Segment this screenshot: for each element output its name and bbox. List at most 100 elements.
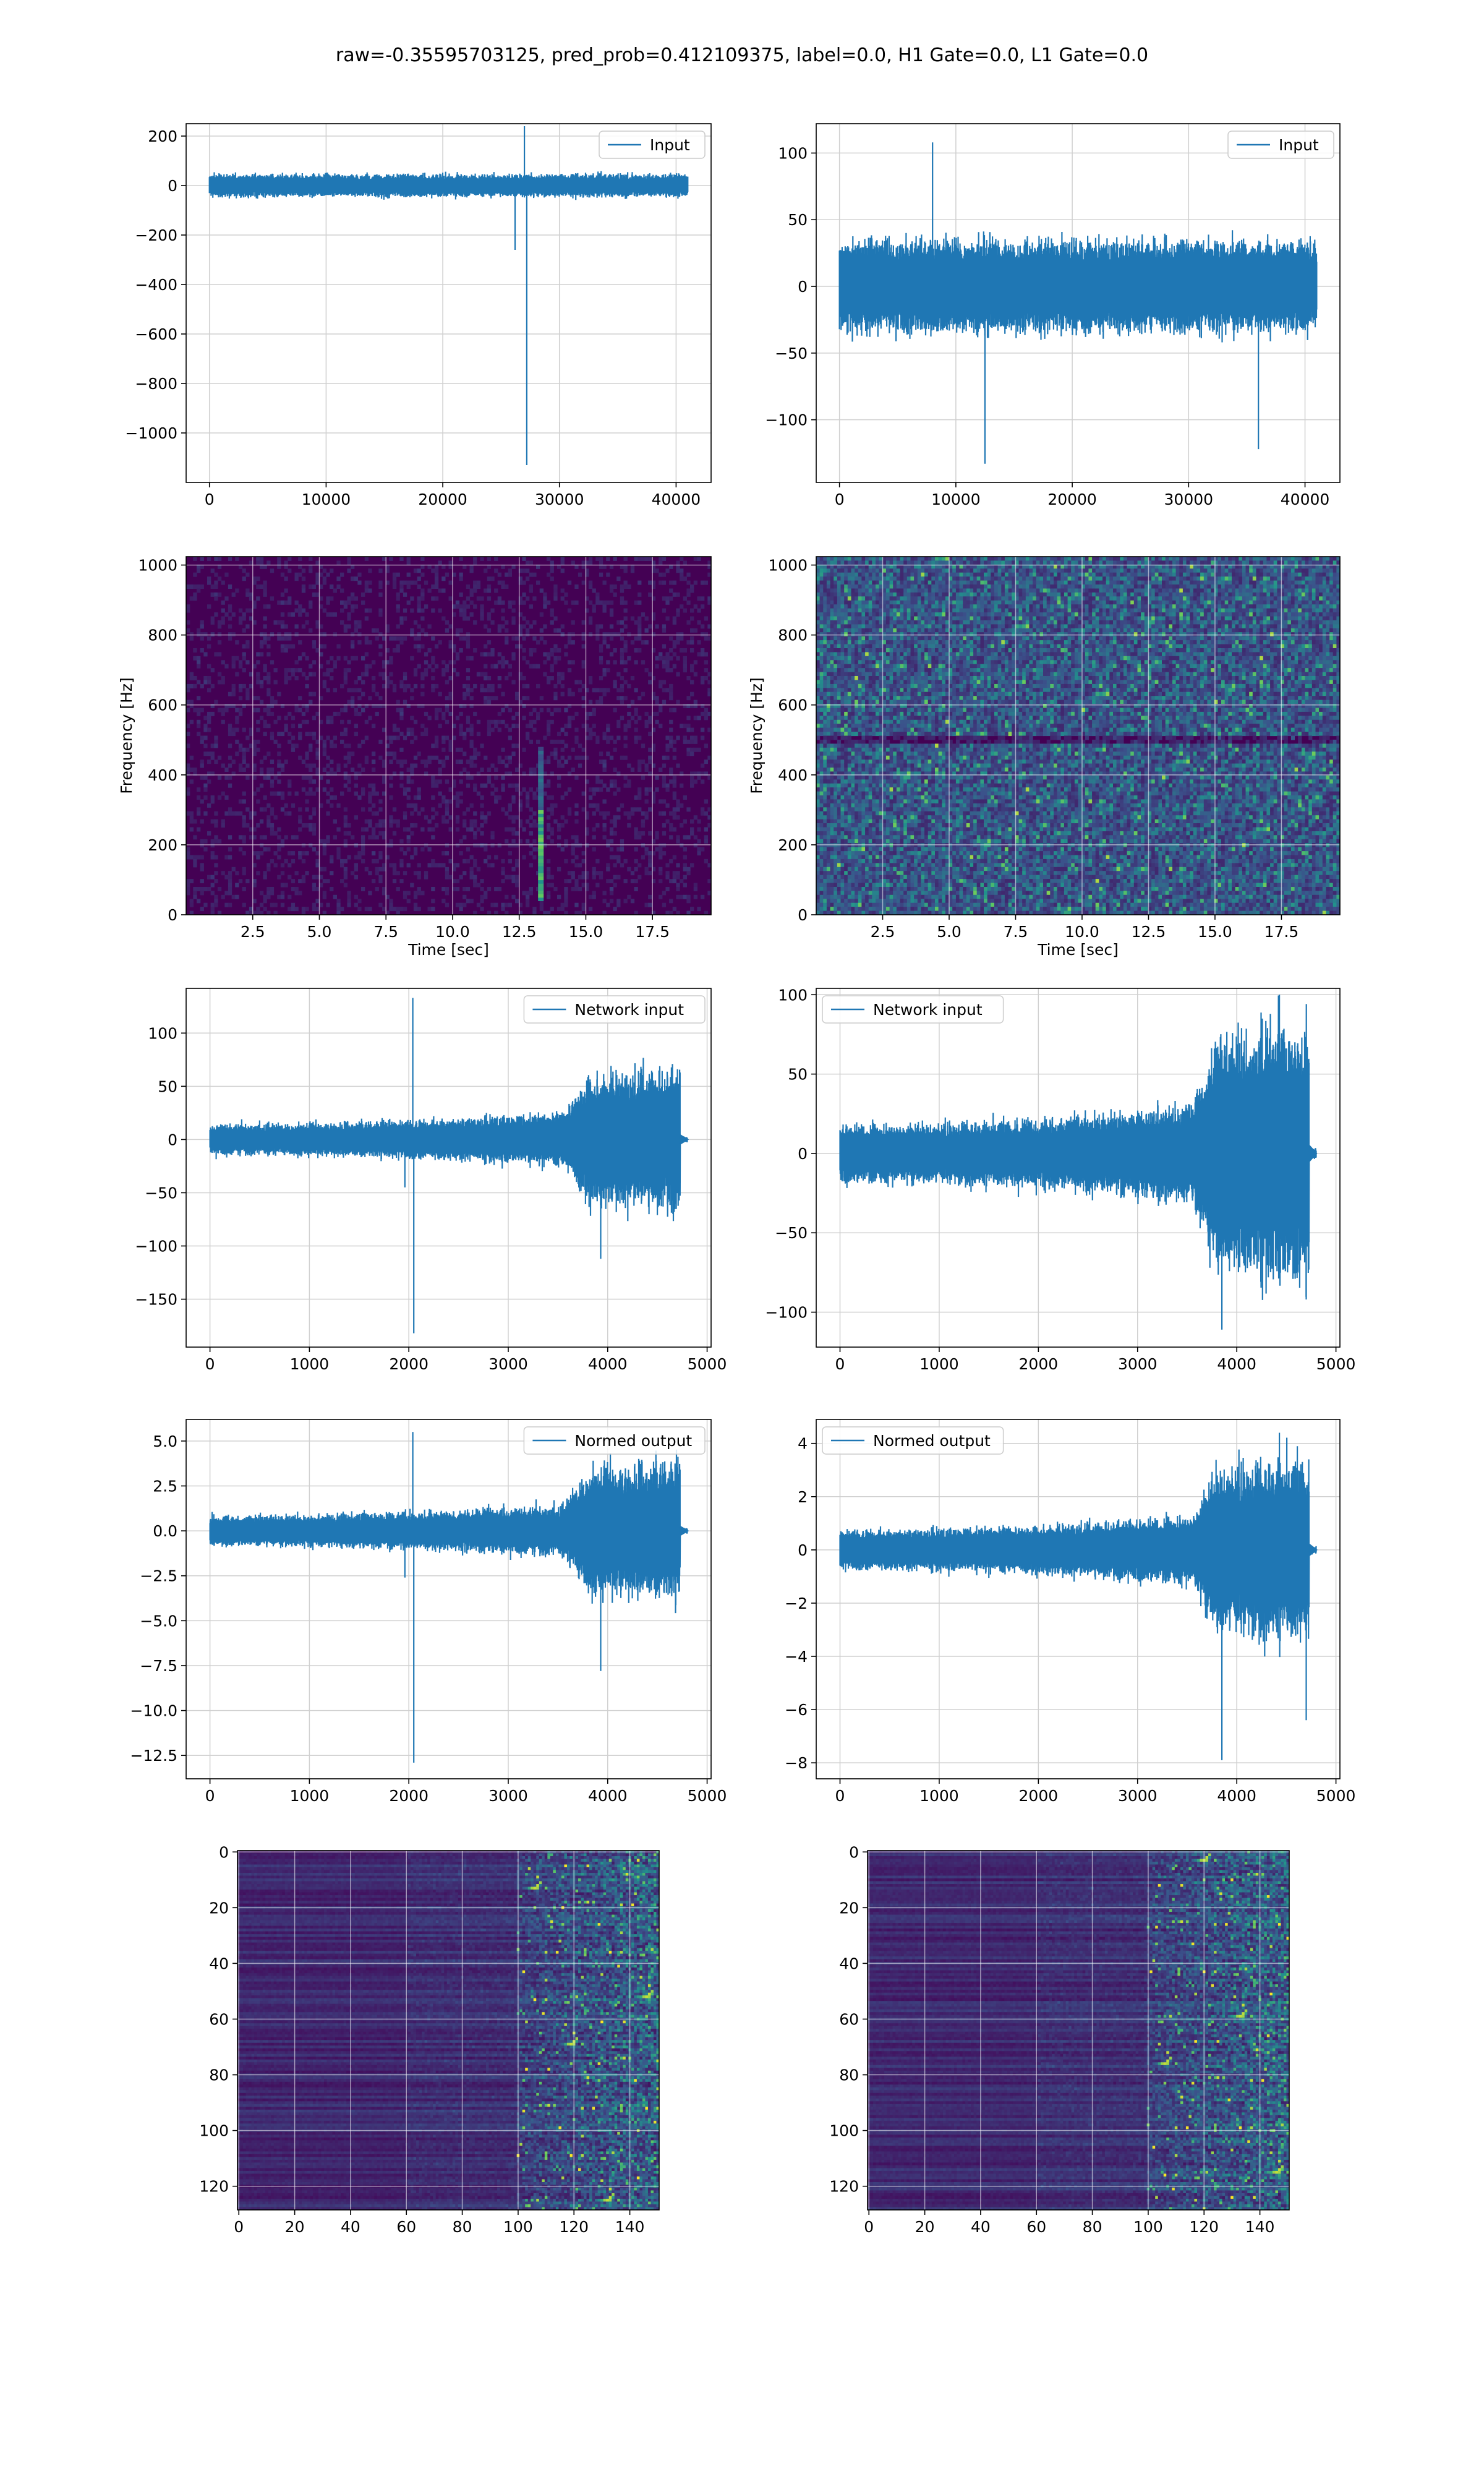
spectrogram-burst [538,841,544,845]
legend-box [1227,131,1334,159]
series-line [838,142,1318,464]
y-tick-label: 800 [778,627,808,644]
panel-h1-feature-map: 0 20 40 60 80 100 120 140 0 20 40 60 80 100 120 [199,1843,660,2236]
series-tail [1307,1543,1318,1557]
spectrogram-burst [538,782,544,786]
y-tick-label: 0 [798,1541,808,1559]
series-tail [1307,1144,1318,1163]
y-tick-label: 0.0 [153,1522,177,1540]
spectrogram-burst [538,824,544,828]
legend: Normed output [523,1426,706,1455]
y-tick-label: 0 [849,1843,859,1861]
x-tick-label: 40 [971,2218,991,2236]
spectrogram-burst [538,774,544,779]
y-axis-label: Frequency [Hz] [748,677,765,794]
y-tick-label: 2.5 [153,1477,177,1495]
spectrogram-burst [538,810,544,814]
legend-label: Normed output [873,1432,991,1450]
y-tick-label: −100 [765,1304,808,1322]
y-tick-label: −12.5 [130,1747,177,1765]
spectrogram-burst [538,795,544,800]
x-tick-label: 0 [234,2218,244,2236]
x-tick-label: 2000 [1019,1787,1059,1805]
y-tick-label: 200 [148,836,177,854]
y-tick-label: 80 [839,2066,859,2084]
y-tick-label: 0 [798,1145,808,1163]
x-tick-label: 40 [341,2218,360,2236]
x-tick-label: 4000 [588,1355,628,1373]
spectrogram-burst [538,816,544,821]
y-tick-label: −8 [785,1754,808,1772]
spectrogram-burst [538,771,544,776]
legend: Normed output [822,1426,1004,1455]
axes-frame [867,1850,1290,2211]
y-tick-label: 2 [798,1488,808,1506]
y-tick-label: 100 [829,2122,859,2140]
axes-frame [816,123,1341,483]
y-tick-label: 60 [209,2010,229,2028]
x-tick-label: 2000 [1019,1355,1059,1373]
x-tick-label: 0 [835,1787,845,1805]
x-tick-label: 7.5 [373,923,398,941]
x-tick-label: 12.5 [1132,923,1166,941]
axes-frame [816,556,1341,915]
y-tick-label: −150 [135,1291,177,1309]
y-tick-label: 600 [778,696,808,714]
x-tick-label: 10.0 [1065,923,1099,941]
x-tick-label: 1000 [919,1787,959,1805]
spectrogram-burst [538,789,544,793]
x-tick-label: 12.5 [502,923,537,941]
x-tick-label: 17.5 [1264,923,1299,941]
series-line [209,1432,688,1763]
y-tick-label: 0 [798,906,808,924]
y-tick-label: −200 [135,226,177,244]
x-tick-label: 140 [615,2218,645,2236]
x-tick-label: 5.0 [307,923,332,941]
y-tick-label: −50 [775,345,808,362]
panel-h1-spectrogram: 2.5 5.0 7.5 10.0 12.5 15.0 17.5 0 200 400 600 800 10… [117,556,712,959]
x-tick-label: 3000 [1118,1787,1158,1805]
y-tick-label: 120 [829,2178,859,2196]
legend-label: Network input [873,1001,983,1019]
x-tick-label: 40000 [1281,490,1330,508]
x-tick-label: 120 [559,2218,589,2236]
figure-title: raw=-0.35595703125, pred_prob=0.41210937… [0,45,1484,66]
legend-label: Network input [574,1001,684,1019]
y-tick-label: 600 [148,696,177,714]
spectrogram-burst [538,837,544,842]
spectrogram-burst [538,897,544,901]
y-tick-label: −50 [775,1224,808,1242]
x-axis-label: Time [sec] [1037,941,1119,959]
spectrogram-burst [538,876,544,881]
x-tick-label: 5000 [688,1787,727,1805]
x-tick-label: 3000 [488,1355,528,1373]
x-tick-label: 1000 [290,1787,330,1805]
y-tick-label: 50 [788,211,808,229]
x-axis-label: Time [sec] [407,941,489,959]
y-tick-label: 400 [778,766,808,784]
x-tick-label: 1000 [290,1355,330,1373]
spectrogram-burst [538,820,544,824]
x-tick-label: 60 [1026,2218,1046,2236]
spectrogram-burst [538,827,544,831]
series-tail [678,1134,689,1145]
x-tick-label: 140 [1245,2218,1275,2236]
x-tick-label: 17.5 [635,923,670,941]
spectrogram-burst [538,778,544,782]
y-tick-label: 100 [778,144,808,162]
heatmap-cells [816,557,1340,915]
x-tick-label: 15.0 [1198,923,1232,941]
x-tick-label: 30000 [535,490,584,508]
spectrogram-burst [538,806,544,810]
spectrogram-burst [538,844,544,849]
y-tick-label: −2 [785,1594,808,1612]
axes-frame [186,123,712,483]
y-tick-label: 200 [778,836,808,854]
legend: Input [1227,131,1334,159]
y-tick-label: 0 [798,278,808,296]
x-tick-label: 20 [285,2218,305,2236]
x-tick-label: 20000 [1047,490,1097,508]
y-tick-label: −50 [145,1184,177,1202]
x-tick-label: 0 [205,490,215,508]
legend-box [822,995,1004,1024]
